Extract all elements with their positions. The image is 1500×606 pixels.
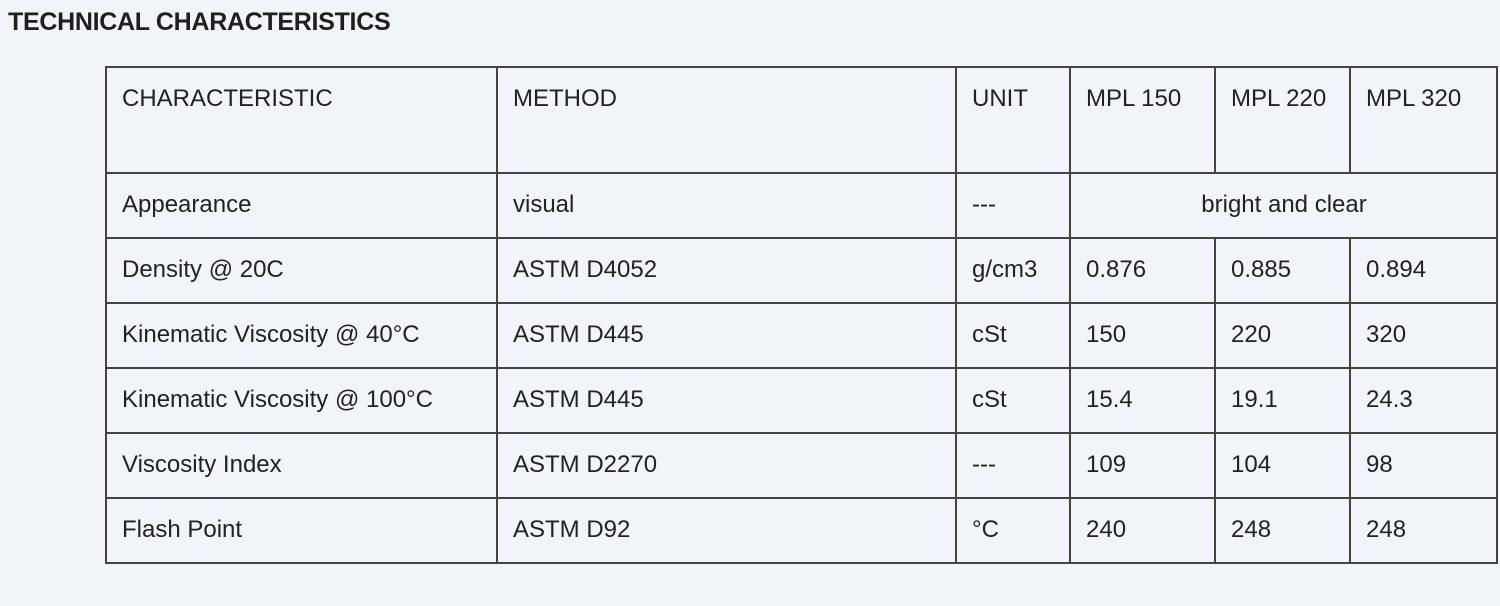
table-row: Flash Point ASTM D92 °C 240 248 248: [105, 497, 1498, 564]
table-cell: Kinematic Viscosity @ 40°C: [105, 302, 498, 369]
header-cell: METHOD: [496, 66, 957, 174]
table-row: Kinematic Viscosity @ 100°C ASTM D445 cSt 1…: [105, 367, 1498, 434]
table-cell: 109: [1069, 432, 1216, 499]
table-header-row: CHARACTERISTIC METHOD UNIT MPL 150 MPL 2…: [105, 66, 1498, 174]
table-cell: ---: [955, 432, 1071, 499]
table-cell: 248: [1349, 497, 1498, 564]
table-cell: 150: [1069, 302, 1216, 369]
technical-characteristics-table: CHARACTERISTIC METHOD UNIT MPL 150 MPL 2…: [105, 66, 1498, 564]
table-cell: 220: [1214, 302, 1351, 369]
table-cell: °C: [955, 497, 1071, 564]
table-cell: 19.1: [1214, 367, 1351, 434]
table-cell: 240: [1069, 497, 1216, 564]
table-cell: Kinematic Viscosity @ 100°C: [105, 367, 498, 434]
section-title: TECHNICAL CHARACTERISTICS: [8, 8, 391, 36]
table-cell: 0.885: [1214, 237, 1351, 304]
table-cell-merged: bright and clear: [1069, 172, 1498, 239]
table-row: Appearance visual --- bright and clear: [105, 172, 1498, 239]
table-cell: ASTM D445: [496, 367, 957, 434]
table-cell: ASTM D4052: [496, 237, 957, 304]
table-cell: 248: [1214, 497, 1351, 564]
table-cell: ASTM D2270: [496, 432, 957, 499]
table-cell: ASTM D445: [496, 302, 957, 369]
table-cell: ASTM D92: [496, 497, 957, 564]
header-cell: MPL 320: [1349, 66, 1498, 174]
table-cell: g/cm3: [955, 237, 1071, 304]
table-row: Density @ 20C ASTM D4052 g/cm3 0.876 0.885 0.…: [105, 237, 1498, 304]
header-cell: CHARACTERISTIC: [105, 66, 498, 174]
table-cell: 24.3: [1349, 367, 1498, 434]
table-cell: 0.894: [1349, 237, 1498, 304]
table-cell: 320: [1349, 302, 1498, 369]
table-cell: cSt: [955, 367, 1071, 434]
table-cell: 0.876: [1069, 237, 1216, 304]
table-row: Kinematic Viscosity @ 40°C ASTM D445 cSt 15…: [105, 302, 1498, 369]
header-cell: UNIT: [955, 66, 1071, 174]
table-cell: cSt: [955, 302, 1071, 369]
table-cell: visual: [496, 172, 957, 239]
table-cell: ---: [955, 172, 1071, 239]
table-cell: 98: [1349, 432, 1498, 499]
table-row: Viscosity Index ASTM D2270 --- 109 104 98: [105, 432, 1498, 499]
header-cell: MPL 150: [1069, 66, 1216, 174]
table-cell: Density @ 20C: [105, 237, 498, 304]
header-cell: MPL 220: [1214, 66, 1351, 174]
table-cell: Appearance: [105, 172, 498, 239]
table-cell: Flash Point: [105, 497, 498, 564]
table-cell: Viscosity Index: [105, 432, 498, 499]
table-cell: 15.4: [1069, 367, 1216, 434]
table-cell: 104: [1214, 432, 1351, 499]
